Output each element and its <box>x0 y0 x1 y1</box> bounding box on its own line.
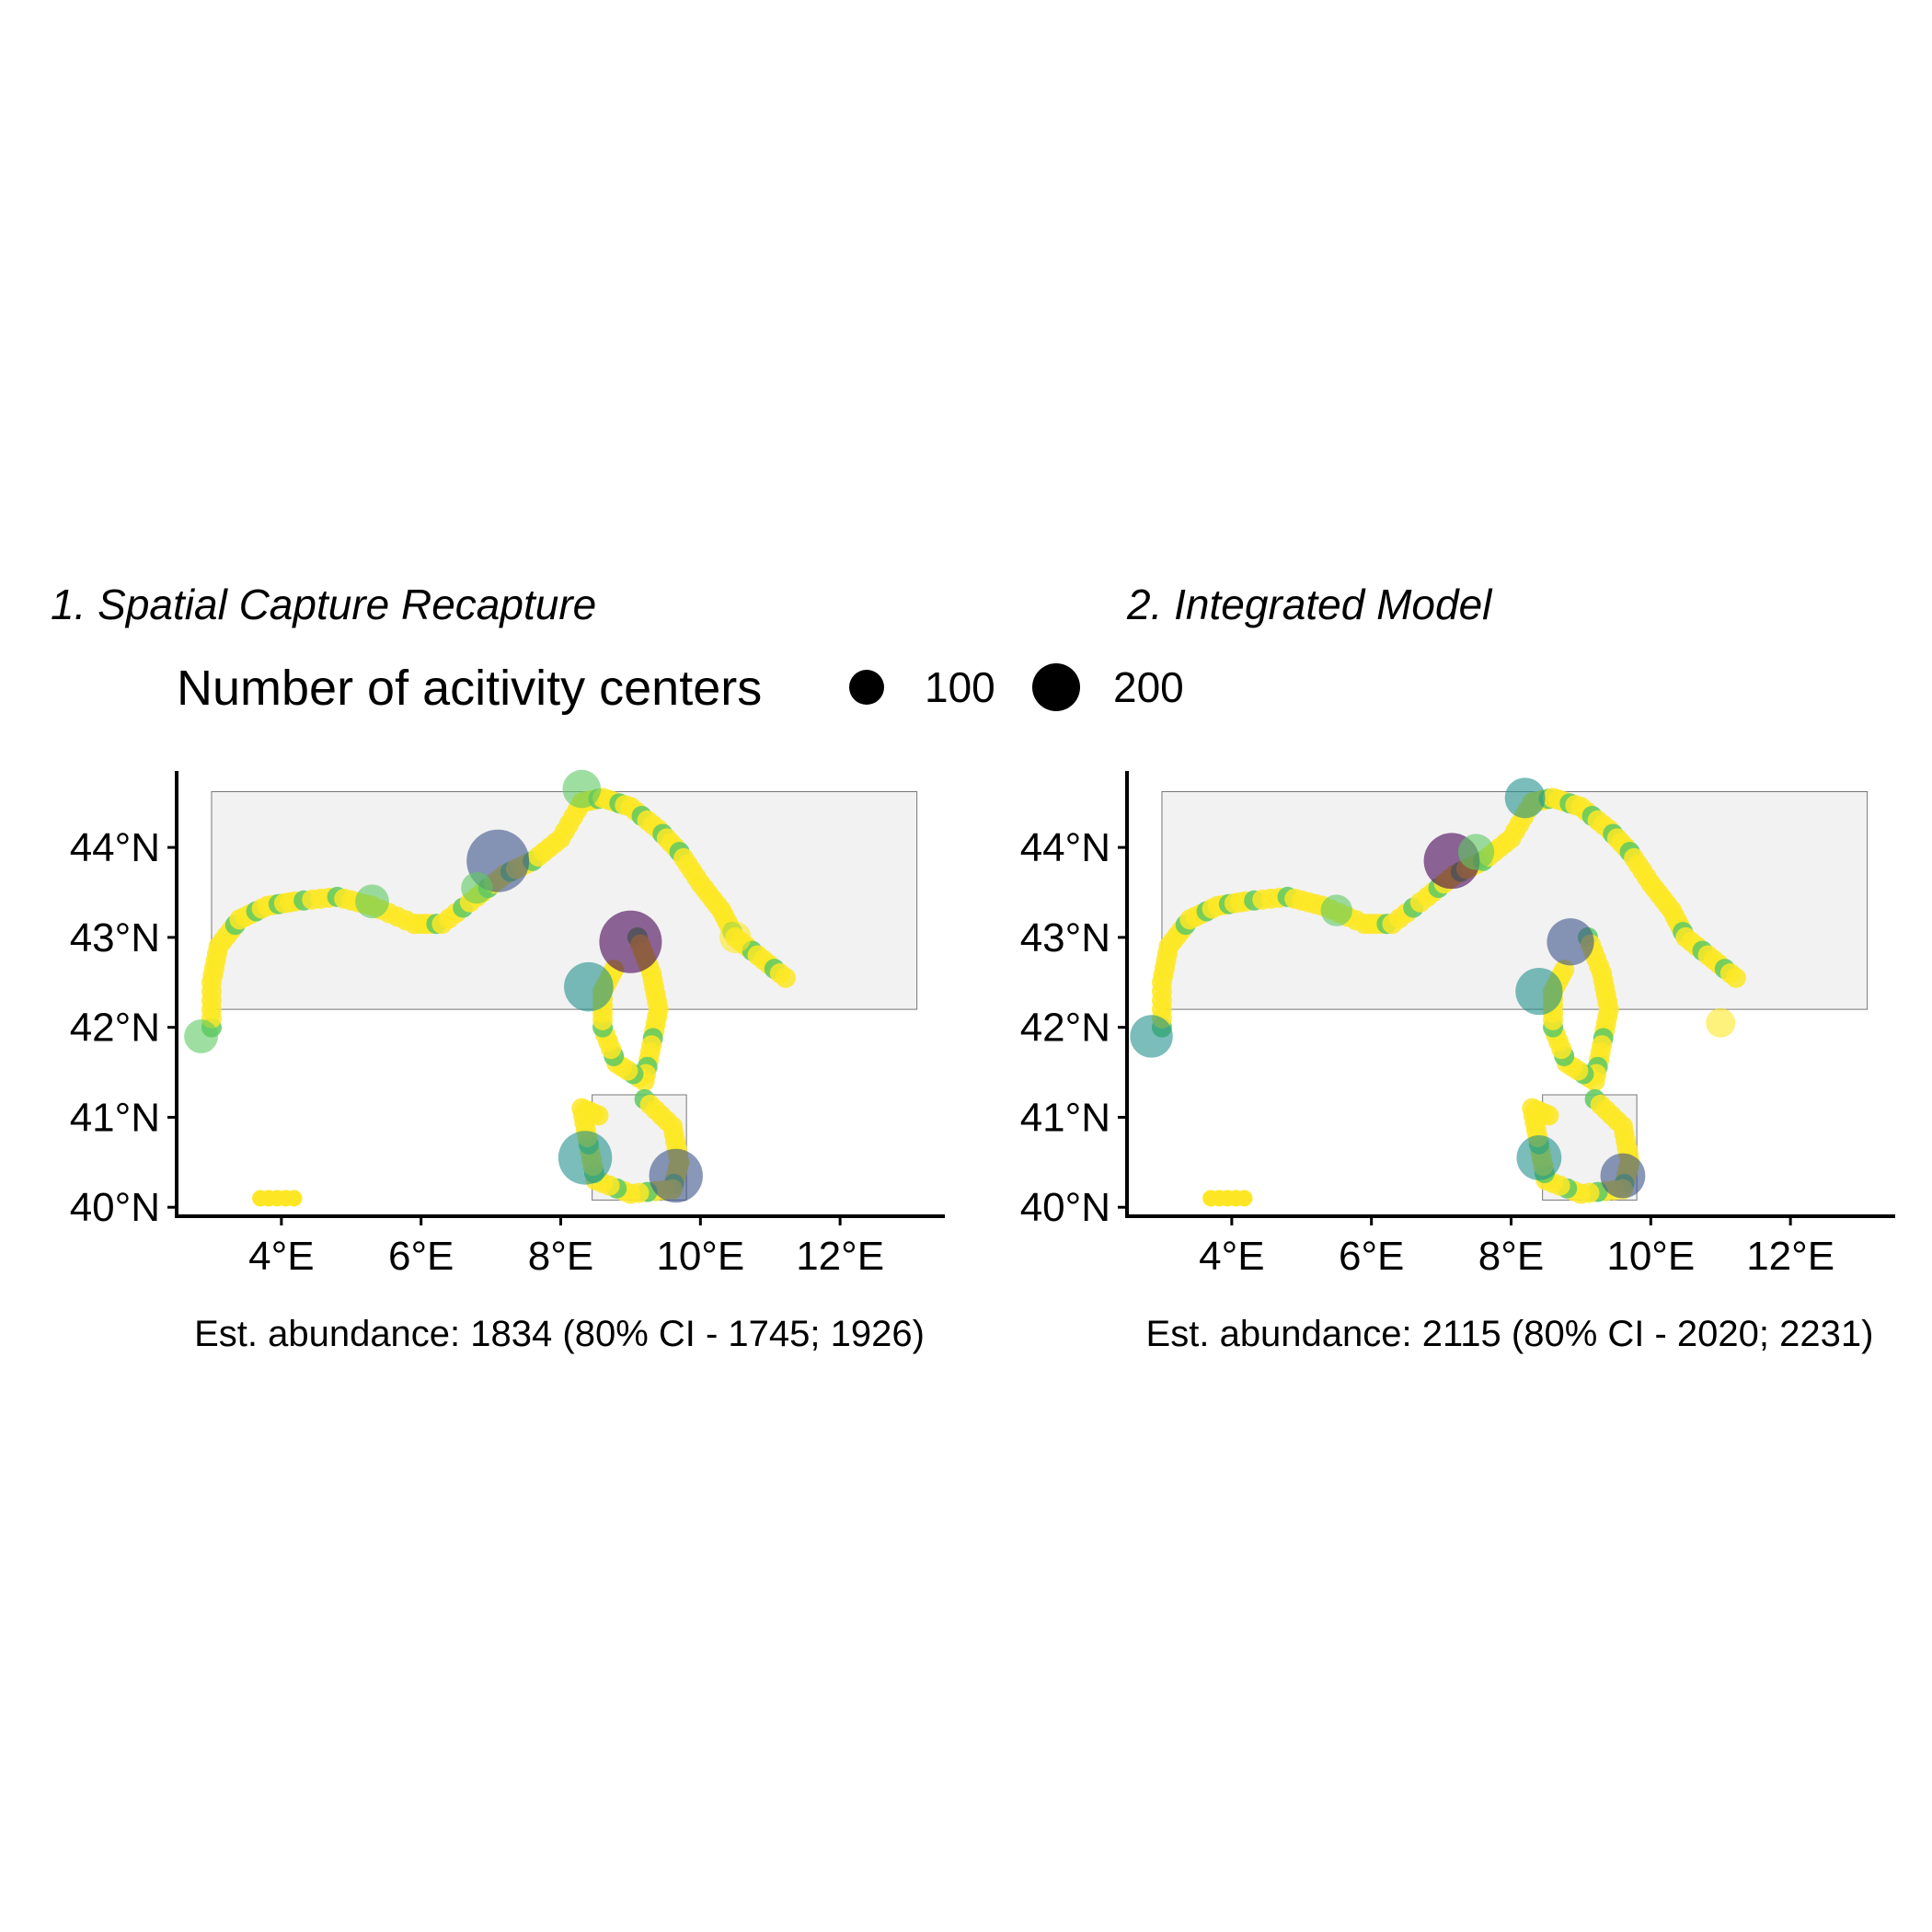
land-area <box>211 790 918 1201</box>
activity-center-marker <box>558 1131 613 1185</box>
activity-center-marker <box>1516 1135 1562 1180</box>
activity-center-point <box>1725 967 1746 988</box>
activity-center-point <box>1538 1105 1559 1126</box>
x-tick-label: 10°E <box>1606 1234 1695 1279</box>
activity-center-marker <box>599 910 662 973</box>
activity-center-marker <box>562 769 602 809</box>
activity-center-marker <box>1457 834 1495 870</box>
legend-key-200 <box>1032 663 1080 711</box>
size-legend: Number of acitivity centers 100 200 <box>177 661 1184 716</box>
legend-title: Number of acitivity centers <box>177 661 762 716</box>
activity-center-marker <box>1320 894 1352 926</box>
legend-key-100 <box>849 670 884 705</box>
activity-center-marker <box>649 1148 703 1203</box>
legend-label-200: 200 <box>1113 663 1184 711</box>
panel-2-title: 2. Integrated Model <box>1126 581 1493 628</box>
axis-ticks: 4°E 6°E 8°E 10°E 12°E 40°N 41°N 42°N 43°N 44°N <box>70 825 884 1279</box>
activity-center-marker <box>184 1019 218 1053</box>
activity-center-marker <box>564 961 614 1012</box>
map-panel-1: 4°E 6°E 8°E 10°E 12°E 40°N 41°N 42°N 43°N 44°N Es… <box>70 769 945 1354</box>
y-tick-label: 41°N <box>1020 1095 1110 1140</box>
y-tick-label: 40°N <box>1020 1185 1110 1230</box>
y-tick-label: 42°N <box>1020 1006 1110 1051</box>
land-area <box>1161 790 1869 1201</box>
y-tick-label: 44°N <box>70 825 160 870</box>
activity-center-point <box>285 1190 303 1207</box>
activity-center-marker <box>1547 918 1594 966</box>
activity-center-point <box>1236 1190 1253 1207</box>
axis-ticks: 4°E 6°E 8°E 10°E 12°E 40°N 41°N 42°N 43°N 44°N <box>1020 825 1834 1279</box>
x-tick-label: 10°E <box>656 1234 744 1279</box>
y-tick-label: 44°N <box>1020 825 1110 870</box>
x-tick-label: 8°E <box>1478 1234 1544 1279</box>
y-tick-label: 42°N <box>70 1006 160 1051</box>
activity-center-marker <box>1130 1015 1173 1058</box>
activity-center-marker <box>1600 1153 1646 1199</box>
activity-centers-layer <box>1130 777 1746 1207</box>
activity-center-marker <box>719 921 752 954</box>
x-tick-label: 12°E <box>796 1234 884 1279</box>
panel-2-caption: Est. abundance: 2115 (80% CI - 2020; 223… <box>1146 1314 1874 1354</box>
x-tick-label: 6°E <box>1339 1234 1404 1279</box>
activity-center-marker <box>355 884 389 919</box>
y-tick-label: 40°N <box>70 1185 160 1230</box>
activity-center-marker <box>461 871 493 904</box>
activity-center-marker <box>1706 1007 1736 1038</box>
activity-center-point <box>775 967 796 988</box>
activity-center-marker <box>1515 967 1563 1016</box>
x-tick-label: 12°E <box>1746 1234 1834 1279</box>
x-tick-label: 8°E <box>528 1234 593 1279</box>
x-tick-label: 4°E <box>1199 1234 1264 1279</box>
legend-label-100: 100 <box>925 663 995 711</box>
x-tick-label: 4°E <box>248 1234 314 1279</box>
x-tick-label: 6°E <box>388 1234 454 1279</box>
activity-center-marker <box>1504 777 1546 819</box>
y-tick-label: 43°N <box>1020 915 1110 960</box>
y-tick-label: 43°N <box>70 915 160 960</box>
activity-centers-layer <box>184 769 796 1207</box>
panel-1-title: 1. Spatial Capture Recapture <box>51 581 596 628</box>
y-tick-label: 41°N <box>70 1095 160 1140</box>
map-panel-2: 4°E 6°E 8°E 10°E 12°E 40°N 41°N 42°N 43°N 44°N Es… <box>1020 771 1895 1354</box>
activity-center-point <box>588 1105 609 1126</box>
panel-1-caption: Est. abundance: 1834 (80% CI - 1745; 192… <box>194 1314 925 1354</box>
